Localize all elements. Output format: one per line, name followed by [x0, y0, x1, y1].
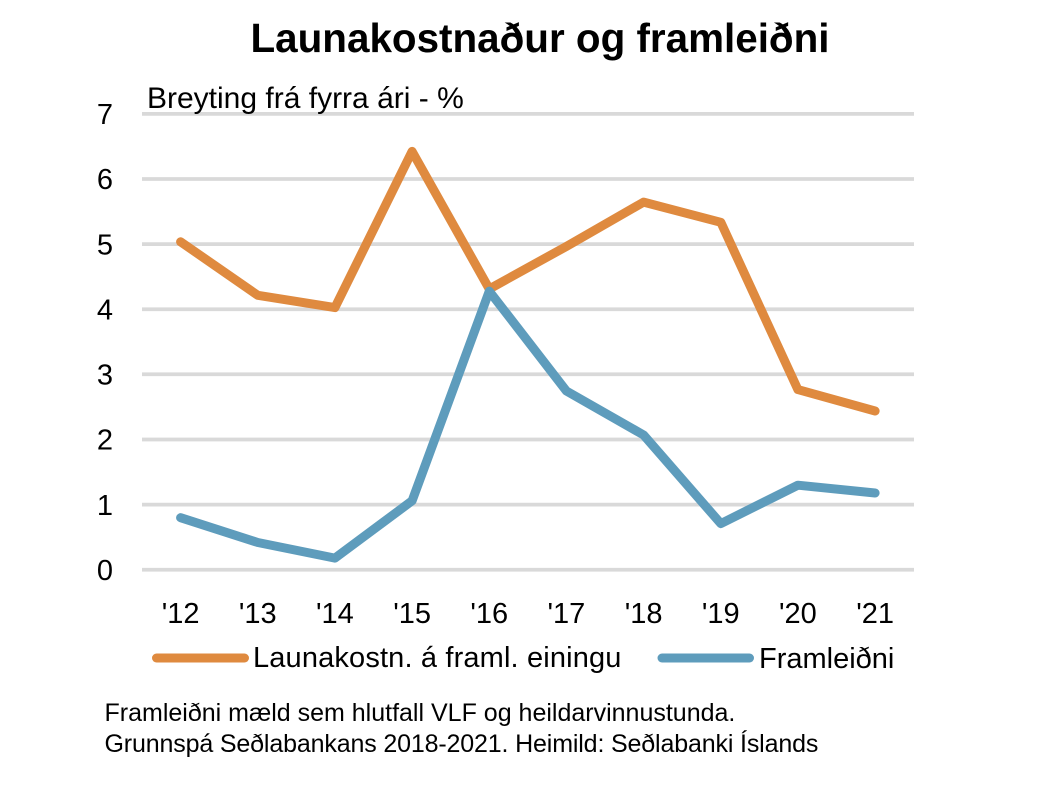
svg-text:6: 6 [97, 164, 113, 196]
svg-text:5: 5 [97, 229, 113, 261]
svg-text:'12: '12 [162, 598, 200, 630]
svg-text:'14: '14 [316, 598, 354, 630]
svg-text:Framleiðni mæld sem hlutfall V: Framleiðni mæld sem hlutfall VLF og heil… [105, 699, 736, 727]
svg-text:Framleiðni: Framleiðni [759, 643, 894, 675]
svg-text:Launakostn. á framl. einingu: Launakostn. á framl. einingu [253, 642, 622, 674]
svg-text:2: 2 [97, 425, 113, 457]
svg-text:7: 7 [97, 99, 113, 131]
svg-text:Breyting frá fyrra ári - %: Breyting frá fyrra ári - % [147, 82, 464, 115]
svg-text:1: 1 [97, 490, 113, 522]
svg-text:'21: '21 [856, 598, 894, 630]
svg-text:0: 0 [97, 555, 113, 587]
svg-text:'16: '16 [470, 598, 508, 630]
svg-text:'20: '20 [779, 598, 817, 630]
svg-text:Launakostnaður og framleiðni: Launakostnaður og framleiðni [251, 15, 830, 61]
svg-text:'18: '18 [625, 598, 663, 630]
svg-text:'13: '13 [239, 598, 277, 630]
svg-text:Grunnspá Seðlabankans 2018-202: Grunnspá Seðlabankans 2018-2021. Heimild… [105, 729, 819, 758]
svg-text:3: 3 [97, 360, 113, 392]
svg-text:4: 4 [97, 294, 113, 326]
svg-text:'15: '15 [393, 598, 431, 630]
svg-text:'17: '17 [548, 598, 586, 630]
svg-text:'19: '19 [702, 598, 740, 630]
